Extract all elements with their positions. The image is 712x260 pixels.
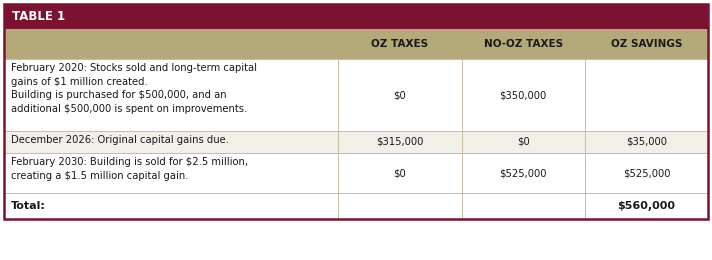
- Text: $525,000: $525,000: [623, 168, 670, 178]
- Bar: [4, 4, 708, 29]
- Text: February 2030: Building is sold for $2.5 million,
creating a $1.5 million capita: February 2030: Building is sold for $2.5…: [11, 157, 248, 181]
- Bar: [4, 59, 708, 131]
- Text: NO-OZ TAXES: NO-OZ TAXES: [483, 39, 562, 49]
- Text: $350,000: $350,000: [500, 90, 547, 100]
- Text: $560,000: $560,000: [617, 201, 676, 211]
- Text: $0: $0: [517, 137, 530, 147]
- Text: $315,000: $315,000: [377, 137, 424, 147]
- Text: OZ SAVINGS: OZ SAVINGS: [611, 39, 682, 49]
- Bar: [4, 4, 708, 219]
- Bar: [4, 193, 708, 219]
- Text: $35,000: $35,000: [626, 137, 667, 147]
- Text: February 2020: Stocks sold and long-term capital
gains of $1 million created.
Bu: February 2020: Stocks sold and long-term…: [11, 63, 257, 114]
- Text: Total:: Total:: [11, 201, 46, 211]
- Text: $525,000: $525,000: [499, 168, 547, 178]
- Text: December 2026: Original capital gains due.: December 2026: Original capital gains du…: [11, 135, 229, 145]
- Bar: [4, 153, 708, 193]
- Bar: [4, 131, 708, 153]
- Text: $0: $0: [394, 168, 407, 178]
- Text: TABLE 1: TABLE 1: [12, 10, 65, 23]
- Text: OZ TAXES: OZ TAXES: [372, 39, 429, 49]
- Bar: [4, 29, 708, 59]
- Text: $0: $0: [394, 90, 407, 100]
